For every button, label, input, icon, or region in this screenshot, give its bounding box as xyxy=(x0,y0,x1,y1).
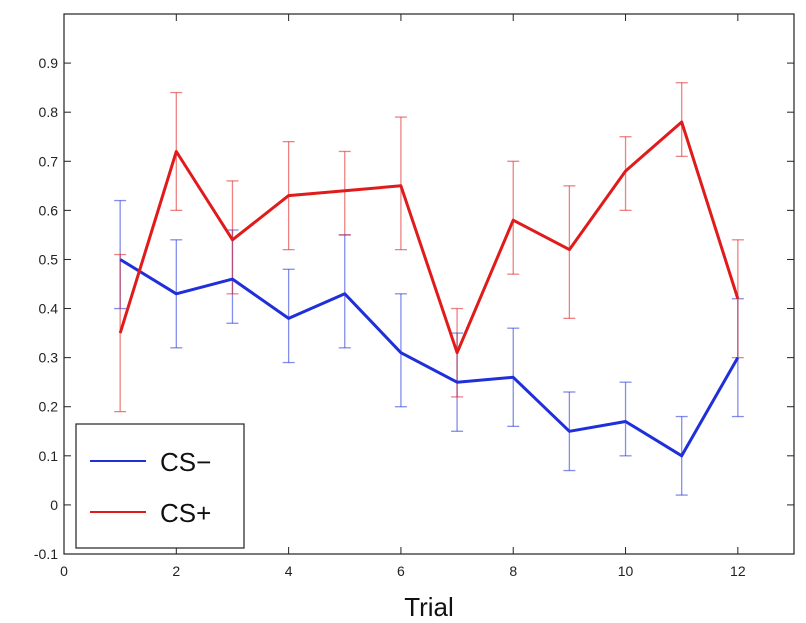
axis-tick-labels: 0 2 4 6 8 10 12-0.100.10.20.30.40.50.60.70.80.… xyxy=(34,55,746,579)
axis-ticks xyxy=(63,14,794,555)
series-line-cs-minus xyxy=(119,258,740,458)
y-tick-label: 0.7 xyxy=(39,153,59,169)
x-tick-label: 12 xyxy=(730,563,746,579)
legend: CS− CS+ xyxy=(75,423,245,549)
legend-label-cs-plus: CS+ xyxy=(160,498,211,528)
y-tick-label: 0.3 xyxy=(39,350,59,366)
x-tick-label: 2 xyxy=(172,563,180,579)
y-tick-label: 0.1 xyxy=(39,448,59,464)
series-lines xyxy=(118,120,740,458)
y-tick-label: 0.6 xyxy=(39,202,59,218)
x-tick-label: 4 xyxy=(285,563,293,579)
y-tick-label: -0.1 xyxy=(34,546,58,562)
y-tick-label: 0.8 xyxy=(39,104,59,120)
series-line-cs-plus xyxy=(118,120,740,355)
y-tick-label: 0.4 xyxy=(39,301,59,317)
legend-box xyxy=(75,423,245,549)
x-tick-label: 0 xyxy=(60,563,68,579)
x-tick-label: 8 xyxy=(509,563,517,579)
y-tick-label: 0 xyxy=(50,497,58,513)
y-tick-label: 0.5 xyxy=(39,251,59,267)
y-tick-label: 0.2 xyxy=(39,399,59,415)
x-tick-label: 10 xyxy=(618,563,634,579)
x-axis-label: Trial xyxy=(404,592,454,622)
x-tick-label: 6 xyxy=(397,563,405,579)
y-tick-label: 0.9 xyxy=(39,55,59,71)
legend-label-cs-minus: CS− xyxy=(160,447,211,477)
